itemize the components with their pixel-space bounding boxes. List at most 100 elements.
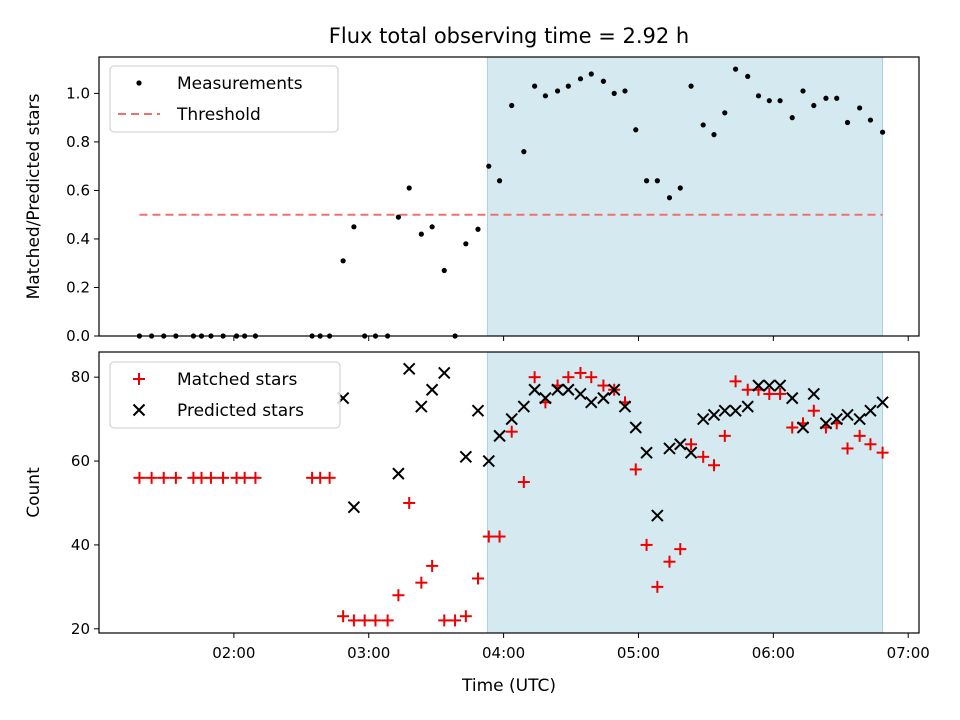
measurement-point [834, 95, 840, 101]
predicted-star-point [864, 404, 877, 417]
legend-label-measurements: Measurements [177, 74, 303, 94]
matched-star-point [238, 471, 251, 484]
measurement-point [867, 117, 874, 123]
measurement-point [496, 178, 503, 184]
measurement-point [509, 102, 515, 109]
measurement-point [418, 231, 424, 237]
matched-star-point [157, 471, 170, 484]
matched-star-point [347, 614, 360, 627]
matched-star-point [786, 421, 799, 434]
predicted-star-point [528, 383, 541, 396]
matched-star-point [763, 387, 776, 400]
matched-star-point [774, 387, 787, 400]
matched-star-point [204, 471, 217, 484]
y-tick-label: 0.6 [66, 181, 90, 199]
matched-star-point [574, 366, 587, 379]
predicted-star-point [392, 467, 405, 480]
measurement-point [395, 214, 402, 220]
matched-star-point [708, 459, 720, 472]
matched-star-point [807, 404, 820, 417]
measurement-point [588, 71, 594, 77]
predicted-star-point [752, 379, 765, 392]
matched-star-point [629, 463, 642, 476]
predicted-star-point [741, 400, 754, 413]
x-tick-label: 06:00 [752, 644, 795, 662]
measurement-point [879, 129, 886, 135]
predicted-star-point [796, 421, 810, 434]
predicted-star-point [707, 408, 721, 422]
matched-star-point [697, 450, 710, 463]
y-tick-label: 40 [71, 536, 90, 554]
predicted-star-point [562, 383, 575, 396]
measurement-point [340, 258, 346, 264]
predicted-star-point [773, 379, 787, 392]
predicted-star-point [674, 438, 687, 451]
y-tick-label: 0.0 [66, 327, 90, 345]
predicted-star-point [697, 412, 710, 426]
measurement-point [643, 178, 650, 184]
predicted-star-point [729, 404, 742, 417]
predicted-star-point [415, 400, 428, 413]
legend-plus-marker [133, 373, 145, 385]
predicted-star-point [607, 383, 621, 396]
predicted-star-point [597, 391, 610, 405]
legend-dot-marker [136, 80, 142, 86]
predicted-star-point [585, 396, 598, 409]
predicted-star-point [425, 383, 439, 396]
measurement-point [577, 76, 584, 82]
y-tick-label: 0.8 [66, 133, 90, 151]
predicted-star-point [651, 509, 664, 522]
measurement-point [732, 66, 739, 72]
matched-star-point [640, 538, 653, 551]
measurement-point [542, 93, 549, 99]
predicted-star-point [807, 387, 821, 401]
legend-label-predicted: Predicted stars [177, 401, 304, 421]
y-tick-label: 20 [71, 620, 90, 638]
predicted-star-point [402, 362, 416, 375]
legend-label-matched: Matched stars [177, 370, 297, 390]
measurement-point [611, 90, 617, 96]
matched-star-point [217, 471, 230, 484]
bottom-y-ticks: 20 40 60 80 [71, 368, 99, 638]
matched-star-point [459, 610, 472, 623]
measurement-point [565, 83, 571, 89]
measurement-point [441, 267, 447, 274]
matched-star-point [685, 438, 698, 451]
predicted-star-point [876, 396, 889, 409]
matched-star-point [651, 580, 664, 593]
measurement-point [486, 163, 492, 169]
observing-window-top [486, 56, 884, 337]
chart-title: Flux total observing time = 2.92 h [329, 24, 689, 48]
matched-star-point [718, 429, 731, 442]
matched-star-point [403, 496, 416, 509]
bottom-y-axis-label: Count [24, 467, 44, 518]
predicted-star-point [841, 408, 854, 422]
measurement-point [844, 119, 851, 126]
bottom-axes-frame [98, 351, 920, 634]
matched-star-point [482, 530, 495, 543]
matched-star-point [471, 572, 484, 585]
measurement-point [532, 83, 538, 89]
y-tick-label: 0.4 [66, 230, 90, 248]
matched-star-point [528, 371, 541, 384]
matched-star-point [392, 589, 405, 602]
predicted-star-point [493, 429, 506, 443]
measurement-point [633, 127, 639, 133]
predicted-star-point [459, 450, 473, 464]
predicted-star-point [482, 454, 495, 468]
predicted-star-point [763, 379, 776, 392]
matched-star-point [415, 576, 428, 589]
y-tick-label: 60 [71, 452, 90, 470]
matched-star-point [438, 614, 451, 627]
matched-star-point [249, 471, 262, 484]
matched-star-point [337, 610, 350, 623]
measurement-point [475, 226, 481, 232]
matched-star-point [517, 476, 530, 489]
measurement-point [654, 178, 660, 184]
matched-star-point [133, 471, 146, 484]
measurement-point [711, 132, 717, 138]
predicted-star-point [629, 421, 642, 434]
measurement-point [789, 115, 795, 121]
count-points [133, 362, 889, 627]
